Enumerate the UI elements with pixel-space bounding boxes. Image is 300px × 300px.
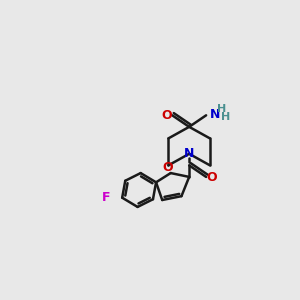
Text: O: O <box>162 161 173 174</box>
Text: H: H <box>217 104 226 114</box>
Text: F: F <box>102 191 110 204</box>
Text: H: H <box>221 112 230 122</box>
Text: N: N <box>210 108 220 121</box>
Text: O: O <box>206 171 217 184</box>
Text: O: O <box>161 109 172 122</box>
Text: N: N <box>184 147 194 160</box>
